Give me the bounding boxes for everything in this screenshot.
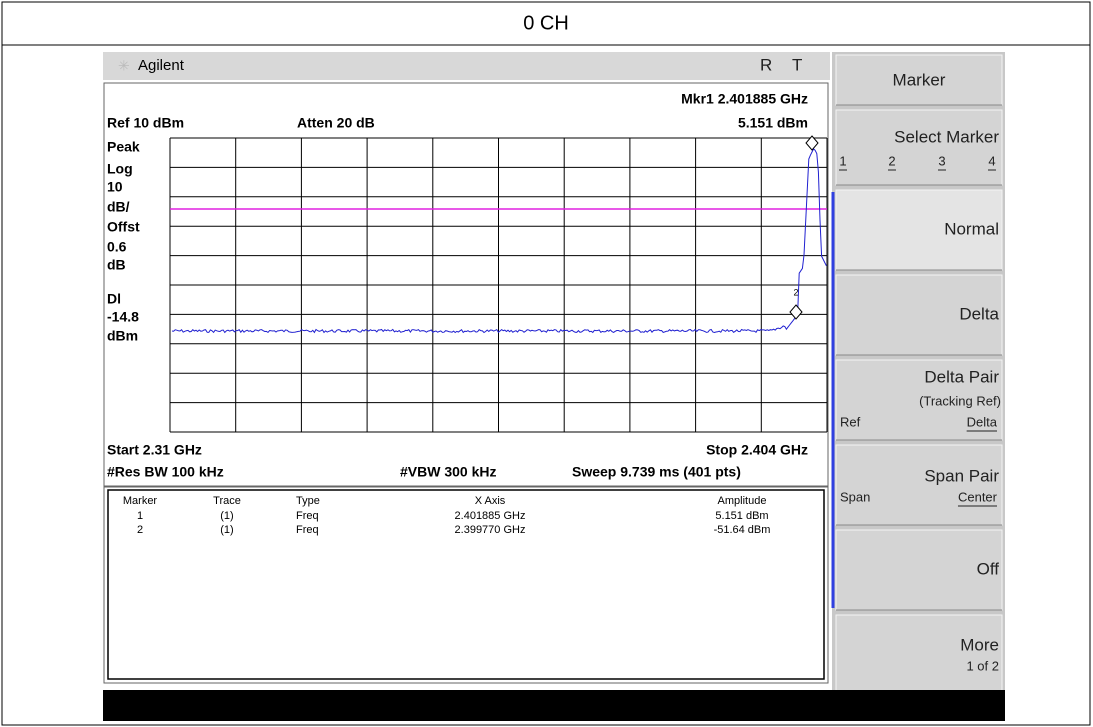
scale-label: Offst [107, 219, 140, 235]
softkey-label: Off [977, 559, 1000, 578]
cell: (1) [220, 510, 233, 522]
start: Start 2.31 GHz [107, 442, 202, 458]
cell: Freq [296, 510, 319, 522]
column-header: Trace [213, 495, 241, 507]
brand: Agilent [138, 57, 185, 74]
softkey-sub: 1 of 2 [966, 658, 999, 673]
softkey-label: Delta Pair [924, 367, 999, 386]
softkey-option: 2 [888, 153, 895, 168]
marker-readout: Mkr1 2.401885 GHz [681, 91, 808, 107]
softkey-label: Delta [959, 304, 999, 323]
cell: Freq [296, 524, 319, 536]
scale-label: dB/ [107, 199, 130, 215]
logo: ✳ [118, 58, 130, 74]
softkey[interactable] [835, 529, 1003, 611]
softkey[interactable] [835, 109, 1003, 186]
cell: 5.151 dBm [715, 510, 768, 522]
scale-label: Log [107, 161, 133, 177]
scale-label: dBm [107, 328, 138, 344]
res-bw: #Res BW 100 kHz [107, 464, 224, 480]
softkey-option: 4 [988, 153, 995, 168]
softkey[interactable] [835, 189, 1003, 271]
scale-label: Peak [107, 139, 140, 155]
column-header: Marker [123, 495, 158, 507]
scale-label: 10 [107, 179, 123, 195]
sweep: Sweep 9.739 ms (401 pts) [572, 464, 741, 480]
softkey[interactable] [835, 444, 1003, 526]
softkey-right: Delta [967, 414, 998, 429]
trace [171, 147, 827, 334]
column-header: Type [296, 495, 320, 507]
marker-amplitude: 5.151 dBm [738, 115, 808, 131]
vbw: #VBW 300 kHz [400, 464, 496, 480]
ref: Ref 10 dBm [107, 115, 184, 131]
softkey-label: Select Marker [894, 127, 999, 146]
softkey-option: 3 [938, 153, 945, 168]
softkey-left: Ref [840, 414, 861, 429]
softkey-label: Normal [944, 219, 999, 238]
cell: (1) [220, 524, 233, 536]
softkey-left: Span [840, 489, 870, 504]
table-box [107, 489, 825, 680]
softkey-option: 1 [839, 153, 846, 168]
title: 0 CH [523, 12, 569, 34]
softkey-label: Span Pair [924, 466, 999, 485]
scale-label: dB [107, 257, 126, 273]
scale-label: -14.8 [107, 309, 139, 325]
cell: 2.399770 GHz [455, 524, 526, 536]
cell: 2.401885 GHz [455, 510, 526, 522]
cell: 1 [137, 510, 143, 522]
cell: 2 [137, 524, 143, 536]
marker-tag: 2 [793, 287, 798, 297]
column-header: Amplitude [718, 495, 767, 507]
softkey-label: More [960, 635, 999, 654]
softkey[interactable] [835, 274, 1003, 356]
column-header: X Axis [475, 495, 506, 507]
status: T [792, 55, 802, 74]
marker [789, 304, 803, 320]
softkey-right: Center [958, 489, 998, 504]
softkey-sub: (Tracking Ref) [919, 393, 1001, 408]
softkey-label: Marker [893, 70, 946, 89]
status: R [760, 55, 772, 74]
atten: Atten 20 dB [297, 115, 375, 131]
softkey[interactable] [835, 54, 1003, 106]
marker [805, 135, 819, 151]
scale-label: 0.6 [107, 239, 127, 255]
stop: Stop 2.404 GHz [706, 442, 808, 458]
title-bar [103, 52, 830, 80]
status-bar [103, 690, 1005, 721]
scale-label: Dl [107, 291, 121, 307]
cell: -51.64 dBm [714, 524, 771, 536]
